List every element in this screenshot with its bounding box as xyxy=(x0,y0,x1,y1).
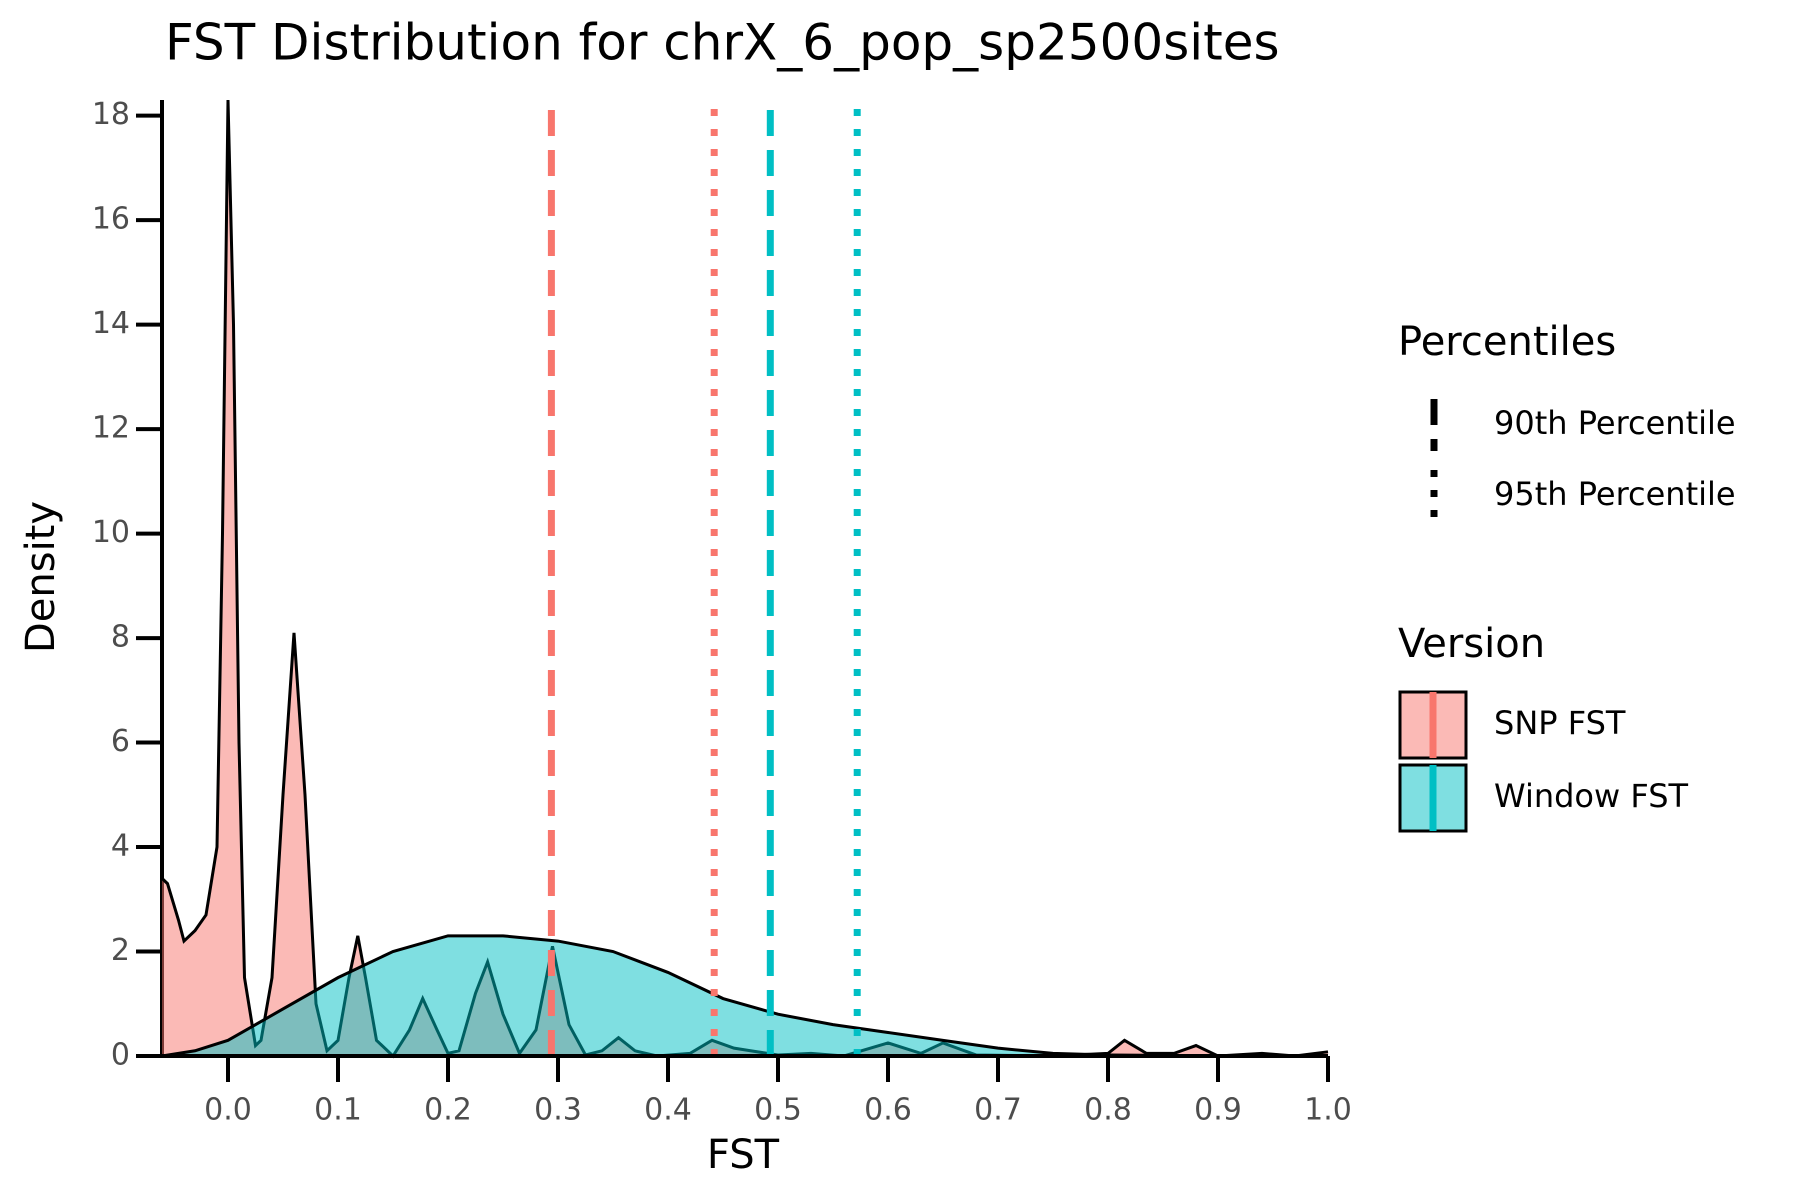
y-tick-label: 2 xyxy=(111,933,130,968)
x-tick-label: 0.5 xyxy=(754,1093,802,1128)
legend-label: SNP FST xyxy=(1494,704,1626,742)
x-tick-label: 0.7 xyxy=(974,1093,1022,1128)
y-axis-title: Density xyxy=(18,501,64,653)
x-tick-label: 0.2 xyxy=(424,1093,472,1128)
x-tick-label: 0.4 xyxy=(644,1093,692,1128)
x-tick-label: 0.1 xyxy=(314,1093,362,1128)
y-tick-label: 10 xyxy=(92,515,130,550)
y-tick-label: 4 xyxy=(111,829,130,864)
density-line xyxy=(161,934,1328,1058)
density-area xyxy=(162,100,1328,1056)
y-tick-label: 18 xyxy=(92,97,130,132)
y-tick-label: 16 xyxy=(92,202,130,237)
y-tick-label: 0 xyxy=(111,1038,130,1073)
x-axis-title: FST xyxy=(707,1132,780,1178)
legend-label: Window FST xyxy=(1494,777,1689,815)
chart-title: FST Distribution for chrX_6_pop_sp2500si… xyxy=(165,14,1280,72)
legend-title: Version xyxy=(1398,621,1545,667)
density-line xyxy=(160,99,1329,1059)
x-tick-label: 0.9 xyxy=(1194,1093,1242,1128)
y-tick-label: 8 xyxy=(111,620,130,655)
x-tick-label: 1.0 xyxy=(1304,1093,1352,1128)
x-tick-label: 0.0 xyxy=(204,1093,252,1128)
legend-title: Percentiles xyxy=(1398,319,1616,365)
y-tick-label: 14 xyxy=(92,306,130,341)
legend-label: 90th Percentile xyxy=(1494,404,1736,442)
y-tick-label: 12 xyxy=(92,411,130,446)
legend-label: 95th Percentile xyxy=(1494,475,1736,513)
x-tick-label: 0.8 xyxy=(1084,1093,1132,1128)
x-tick-label: 0.3 xyxy=(534,1093,582,1128)
density-area xyxy=(162,935,1328,1056)
y-tick-label: 6 xyxy=(111,724,130,759)
x-tick-label: 0.6 xyxy=(864,1093,912,1128)
